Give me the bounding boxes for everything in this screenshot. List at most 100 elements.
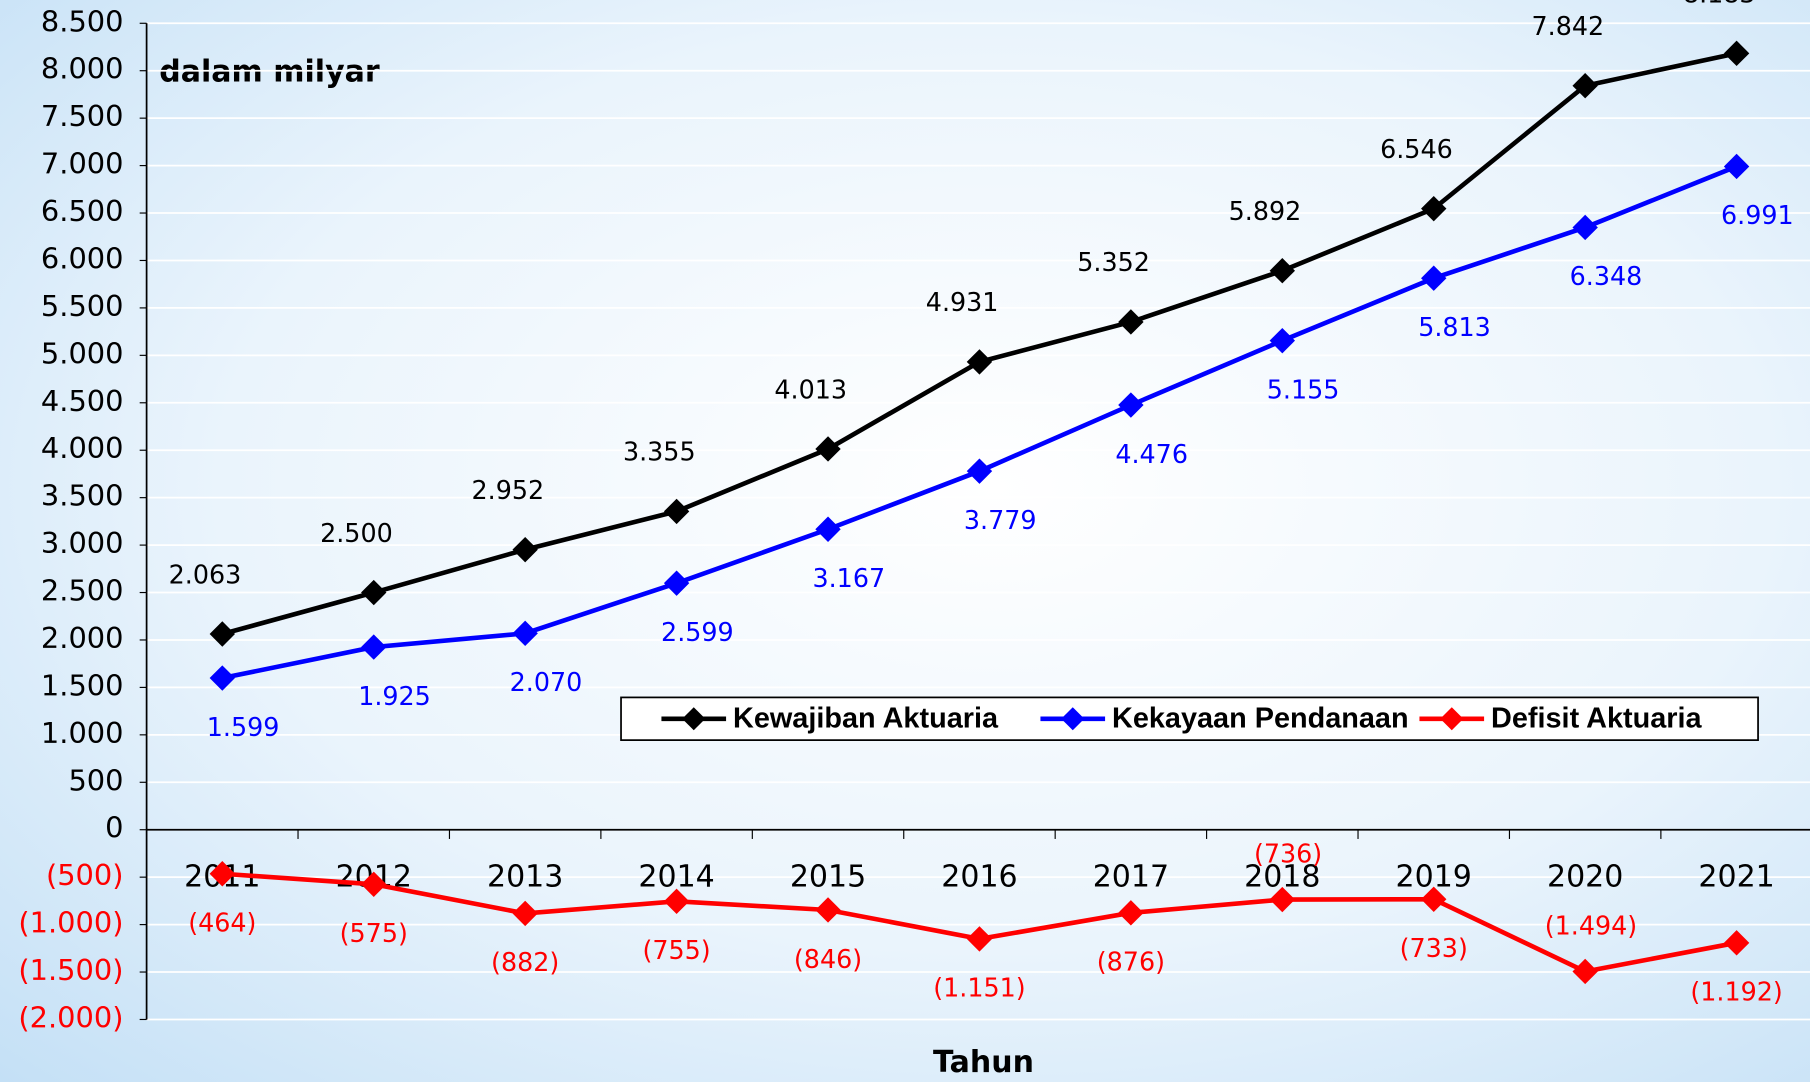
series-line [221, 164, 1738, 681]
data-label: (736) [1254, 839, 1322, 869]
y-tick-label: 4.500 [41, 384, 124, 418]
data-label: 5.155 [1267, 374, 1340, 404]
data-label: 1.925 [358, 681, 431, 711]
legend-marker [1061, 707, 1085, 731]
marker [512, 536, 538, 563]
legend-marker [1440, 707, 1464, 731]
marker [1723, 930, 1750, 956]
data-label: 2.500 [320, 518, 393, 548]
marker [1269, 886, 1296, 913]
data-label: 5.813 [1418, 312, 1491, 342]
y-tick-label: 8.500 [41, 4, 124, 38]
y-tick-label: 2.000 [41, 621, 124, 655]
data-label: 7.842 [1532, 11, 1605, 41]
y-tick-label: 1.500 [41, 668, 124, 702]
data-label: 5.892 [1229, 196, 1302, 226]
marker [966, 926, 993, 952]
data-label: (882) [491, 947, 559, 977]
legend-label: Defisit Aktuaria [1491, 703, 1702, 735]
marker [815, 516, 841, 542]
x-tick-label: 2017 [1093, 860, 1169, 895]
x-tick-label: 2020 [1547, 860, 1623, 895]
marker [966, 458, 993, 484]
marker [209, 861, 236, 887]
marker [209, 621, 236, 647]
data-label: 4.013 [774, 374, 847, 404]
data-label: (1.151) [933, 973, 1025, 1003]
data-label: (575) [340, 918, 408, 948]
marker [1118, 900, 1144, 926]
annotation: dalam milyar [159, 54, 380, 89]
y-tick-label: 500 [68, 763, 123, 797]
x-axis-title: Tahun [933, 1045, 1034, 1080]
marker [815, 897, 841, 923]
y-tick-label: 7.000 [41, 147, 124, 181]
data-label: 6.546 [1380, 134, 1453, 164]
y-tick-label: 2.500 [41, 574, 124, 608]
y-tick-label: 8.000 [41, 52, 124, 86]
x-tick-label: 2015 [790, 860, 866, 895]
data-label: 4.476 [1115, 439, 1188, 469]
y-tick-label: 7.500 [41, 99, 124, 133]
x-tick-label: 2013 [487, 860, 563, 895]
y-tick-label: 3.000 [41, 526, 124, 560]
legend-box [620, 696, 1759, 741]
data-label: 2.063 [169, 559, 242, 589]
data-label: 3.779 [964, 505, 1037, 535]
data-label: (876) [1097, 947, 1165, 977]
data-label: (733) [1400, 933, 1468, 963]
legend-marker [682, 707, 706, 731]
data-label: (755) [642, 935, 710, 965]
marker [663, 888, 690, 915]
x-tick-label: 2016 [941, 860, 1017, 895]
marker [209, 665, 236, 691]
marker [1118, 309, 1144, 335]
marker [663, 570, 690, 596]
y-tick-label: 0 [105, 811, 123, 845]
marker [1269, 258, 1296, 284]
y-tick-label: 5.500 [41, 289, 124, 323]
data-label: 1.599 [207, 712, 280, 742]
legend-label: Kewajiban Aktuaria [733, 703, 999, 735]
data-label: (1.192) [1690, 977, 1782, 1007]
marker [512, 900, 538, 927]
marker [1723, 40, 1750, 67]
data-label: 3.167 [812, 563, 885, 593]
legend-label: Kekayaan Pendanaan [1112, 703, 1409, 735]
series-line [221, 51, 1738, 637]
x-tick-label: 2021 [1698, 860, 1774, 895]
marker [966, 349, 993, 375]
marker [361, 579, 387, 606]
y-tick-label: 1.000 [41, 716, 124, 750]
marker [1421, 265, 1447, 291]
data-label: 2.952 [472, 475, 545, 505]
y-tick-label: 6.500 [41, 194, 124, 228]
y-tick-label: (1.500) [18, 953, 123, 987]
marker [1572, 958, 1598, 985]
data-label: (846) [794, 944, 862, 974]
marker [663, 498, 690, 525]
data-label: (1.494) [1545, 911, 1637, 941]
data-label: 5.352 [1077, 247, 1150, 277]
data-label: 2.599 [661, 617, 734, 647]
y-tick-label: (1.000) [18, 906, 123, 940]
data-label: 6.348 [1570, 261, 1643, 291]
marker [815, 436, 841, 462]
data-label: 4.931 [926, 287, 999, 317]
y-tick-label: 5.000 [41, 336, 124, 370]
y-tick-label: (500) [46, 858, 124, 892]
marker [1421, 886, 1447, 912]
y-tick-label: 3.500 [41, 479, 124, 513]
marker [361, 634, 387, 660]
data-label: 8.183 [1683, 0, 1756, 9]
data-label: 6.991 [1721, 200, 1794, 230]
marker [1572, 73, 1598, 99]
data-label: 2.070 [510, 667, 583, 697]
marker [1269, 327, 1296, 354]
marker [1723, 153, 1750, 180]
data-label: (464) [188, 908, 256, 938]
y-tick-label: (2.000) [18, 1000, 123, 1034]
marker [512, 620, 538, 647]
data-label: 3.355 [623, 437, 696, 467]
